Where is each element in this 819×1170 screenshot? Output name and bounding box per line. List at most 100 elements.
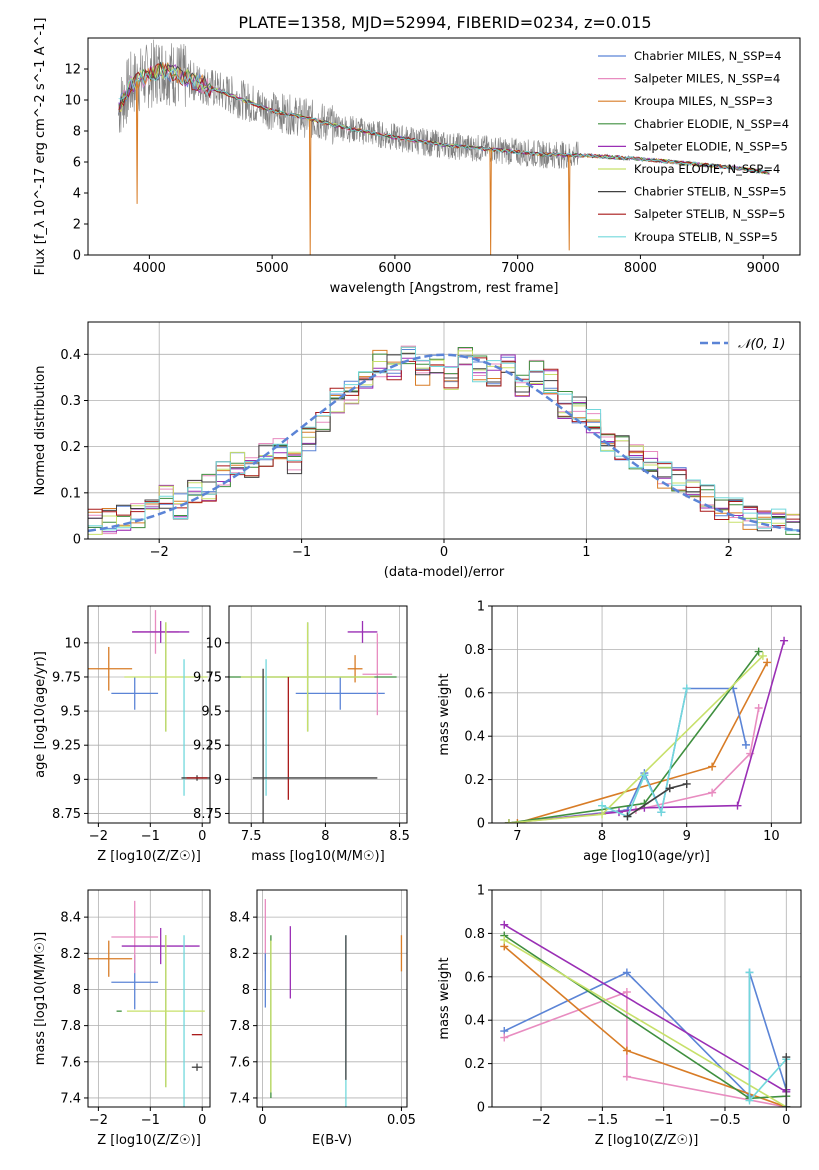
- y-tick-label: 9.25: [193, 739, 222, 754]
- mass-weight-series-line: [503, 939, 787, 1107]
- mass-weight-point: [500, 935, 509, 944]
- y-tick-label: 0.8: [464, 643, 485, 658]
- spectral-dip: [308, 118, 312, 255]
- plot-area: [229, 606, 407, 823]
- x-tick-label: 0: [198, 829, 206, 844]
- y-tick-label: 0: [477, 817, 485, 832]
- x-tick-label: −2: [89, 829, 108, 844]
- y-tick-label: 0.6: [464, 686, 485, 701]
- mass-weight-point: [763, 658, 772, 667]
- legend-entry: Salpeter STELIB, N_SSP=5: [634, 207, 785, 221]
- x-tick-label: −1: [292, 545, 311, 560]
- y-tick-label: 7.8: [60, 1019, 81, 1034]
- mass-weight-point: [504, 819, 513, 823]
- figure-title: PLATE=1358, MJD=52994, FIBERID=0234, z=0…: [238, 13, 651, 32]
- y-axis-label: mass [log10(M/M☉)]: [33, 932, 48, 1065]
- mass-weight-series-line: [503, 971, 788, 1099]
- y-axis-label: Normed distribution: [33, 366, 48, 496]
- mass-weight-point: [622, 987, 631, 996]
- x-tick-label: 8.5: [389, 829, 410, 844]
- mass-weight-point: [665, 784, 674, 793]
- y-tick-label: 0.1: [60, 486, 81, 501]
- model-spectrum-line: [118, 66, 770, 174]
- x-tick-label: −2: [531, 1113, 550, 1128]
- y-tick-label: 10: [205, 636, 222, 651]
- x-tick-label: 2: [725, 545, 733, 560]
- spectral-dip: [135, 81, 139, 204]
- plot-area: [257, 890, 407, 1107]
- y-tick-label: 0: [477, 1101, 485, 1116]
- y-tick-label: 9.75: [193, 670, 222, 685]
- x-tick-label: 10: [763, 829, 780, 844]
- spectrum-legend: Chabrier MILES, N_SSP=4 Salpeter MILES, N…: [598, 49, 789, 244]
- x-tick-label: 5000: [256, 261, 289, 276]
- mass-weight-point: [682, 779, 691, 788]
- axes-frame: [87, 889, 211, 1108]
- mass-weight-point: [780, 636, 789, 645]
- y-tick-label: 8.4: [229, 911, 250, 926]
- y-tick-label: 0: [73, 249, 81, 264]
- y-tick-label: 1: [477, 884, 485, 899]
- x-axis-label: Z [log10(Z/Z☉)]: [595, 1133, 699, 1148]
- x-tick-label: 0: [198, 1113, 206, 1128]
- x-tick-label: −2: [150, 545, 169, 560]
- legend-entry: Kroupa MILES, N_SSP=3: [634, 94, 773, 108]
- mass-weight-series-line: [517, 662, 768, 823]
- y-tick-label: 0.2: [464, 773, 485, 788]
- y-tick-label: 0.4: [464, 730, 485, 745]
- x-axis-label: Z [log10(Z/Z☉)]: [97, 849, 201, 864]
- legend-entry: Salpeter ELODIE, N_SSP=5: [634, 139, 788, 153]
- mass-weight-point: [741, 740, 750, 749]
- x-tick-label: −1: [141, 1113, 160, 1128]
- plot-area: [88, 606, 210, 823]
- y-axis-label: mass weight: [437, 957, 452, 1039]
- mass-weight-point: [622, 1072, 631, 1081]
- y-tick-label: 4: [73, 187, 81, 202]
- y-tick-label: 9: [214, 773, 222, 788]
- y-tick-label: 0.2: [464, 1057, 485, 1072]
- y-tick-label: 9.75: [52, 670, 81, 685]
- y-tick-label: 0.4: [464, 1014, 485, 1029]
- y-tick-label: 0.6: [464, 970, 485, 985]
- axes-frame: [87, 37, 801, 256]
- y-tick-label: 9.25: [52, 739, 81, 754]
- legend-entry: Chabrier STELIB, N_SSP=5: [634, 185, 786, 199]
- y-tick-label: 0.8: [464, 927, 485, 942]
- spectrum-panel: 4000 5000 6000 7000 8000 9000 0 2 4 6 8 10 12 wavelen…: [33, 18, 801, 296]
- mass-weight-point: [733, 801, 742, 810]
- plot-area: [88, 890, 210, 1107]
- spectral-dip: [567, 155, 571, 251]
- y-axis-label: Flux [f_λ 10^-17 erg cm^-2 s^-1 A^-1]: [33, 18, 48, 276]
- legend-entry: Salpeter MILES, N_SSP=4: [634, 72, 780, 86]
- x-tick-label: 0: [258, 1113, 266, 1128]
- mass-weight-point: [708, 788, 717, 797]
- y-tick-label: 9.5: [201, 705, 222, 720]
- y-tick-label: 7.4: [229, 1091, 250, 1106]
- y-axis-label: age [log10(age/yr)]: [33, 651, 48, 778]
- mass-weight-series-line: [601, 688, 688, 818]
- x-axis-label: wavelength [Angstrom, rest frame]: [330, 281, 559, 296]
- y-tick-label: 12: [64, 63, 81, 78]
- mass-weight-point: [754, 647, 763, 656]
- spectral-dip: [489, 149, 492, 255]
- y-tick-label: 9.5: [60, 705, 81, 720]
- x-tick-label: 9000: [747, 261, 780, 276]
- y-tick-label: 8: [242, 983, 250, 998]
- x-tick-label: 9: [683, 829, 691, 844]
- mass-weight-point: [598, 810, 607, 819]
- mass-weight-point: [500, 1033, 509, 1042]
- gaussian-reference-curve: [88, 353, 800, 533]
- mass-weight-point: [640, 771, 649, 780]
- x-axis-label: mass [log10(M/M☉)]: [251, 849, 384, 864]
- y-tick-label: 8.2: [60, 947, 81, 962]
- x-tick-label: 1: [582, 545, 590, 560]
- x-tick-label: −1: [654, 1113, 673, 1128]
- mass-weight-point: [657, 808, 666, 817]
- y-tick-label: 0.4: [60, 348, 81, 363]
- residual-histogram-step: [88, 356, 800, 527]
- y-tick-label: 6: [73, 156, 81, 171]
- mass-weight-point: [708, 762, 717, 771]
- y-tick-label: 7.6: [229, 1055, 250, 1070]
- x-tick-label: 0: [440, 545, 448, 560]
- x-tick-label: 4000: [133, 261, 166, 276]
